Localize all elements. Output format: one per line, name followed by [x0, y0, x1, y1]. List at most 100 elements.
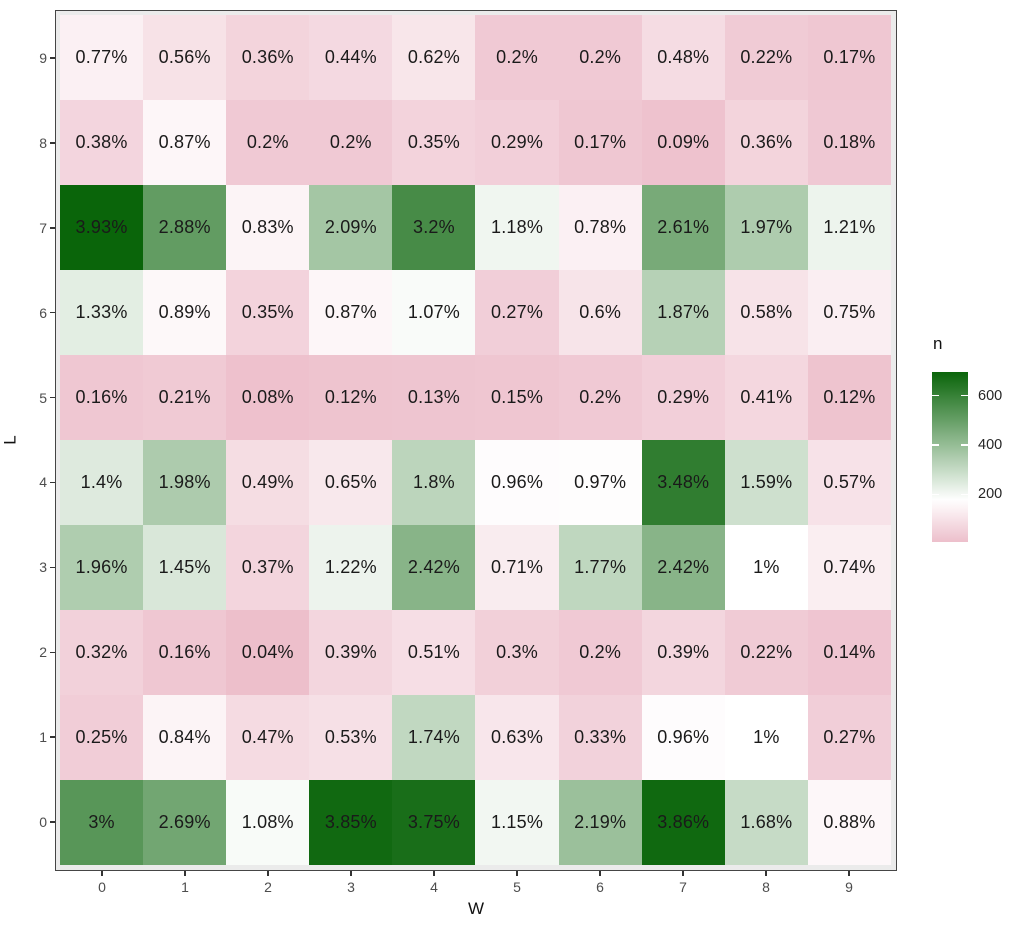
heatmap-cell: 0.88%	[807, 780, 891, 865]
heatmap-cell: 1.98%	[143, 440, 227, 525]
heatmap-cell: 1.21%	[807, 185, 891, 270]
y-tick-mark	[50, 311, 55, 314]
y-tick-label: 7	[39, 219, 47, 236]
y-tick-mark	[50, 57, 55, 59]
heatmap-cell: 0.29%	[475, 100, 559, 185]
heatmap-cell: 1.4%	[60, 440, 144, 525]
legend-tick-mark	[961, 444, 968, 446]
x-tick-label: 5	[513, 879, 521, 895]
heatmap-cell: 0.44%	[309, 15, 393, 100]
heatmap-cell: 0.29%	[641, 355, 725, 440]
heatmap-cell: 0.77%	[60, 15, 144, 100]
heatmap-cell: 1.8%	[392, 440, 476, 525]
heatmap-cell: 0.36%	[724, 100, 808, 185]
x-tick-label: 2	[264, 879, 272, 895]
heatmap-cell: 0.2%	[558, 610, 642, 695]
heatmap-cell: 1.59%	[724, 440, 808, 525]
heatmap-cell: 0.27%	[807, 695, 891, 780]
heatmap-cell: 0.17%	[807, 15, 891, 100]
x-tick-label: 9	[845, 879, 853, 895]
x-tick-mark	[184, 871, 186, 876]
heatmap-cell: 0.58%	[724, 270, 808, 355]
heatmap-cell: 2.42%	[392, 525, 476, 610]
heatmap-cell: 1.15%	[475, 780, 559, 865]
x-tick-label: 1	[181, 879, 189, 895]
y-tick-mark	[50, 481, 55, 484]
heatmap-cell: 3.93%	[60, 185, 144, 270]
heatmap-cell: 0.32%	[60, 610, 144, 695]
x-tick-label: 4	[430, 879, 438, 895]
y-tick-label: 8	[39, 134, 47, 151]
x-tick-mark	[433, 871, 435, 876]
y-tick-mark	[50, 821, 55, 823]
heatmap-cell: 0.3%	[475, 610, 559, 695]
legend-tick-mark	[932, 394, 939, 397]
heatmap-cell: 1.97%	[724, 185, 808, 270]
heatmap-cell: 0.08%	[226, 355, 310, 440]
heatmap-cell: 0.16%	[143, 610, 227, 695]
heatmap-cell: 0.57%	[807, 440, 891, 525]
x-tick-label: 8	[762, 879, 770, 895]
heatmap-cell: 0.2%	[558, 355, 642, 440]
heatmap-cell: 1.96%	[60, 525, 144, 610]
heatmap-cell: 3%	[60, 780, 144, 865]
heatmap-cell: 3.86%	[641, 780, 725, 865]
heatmap-cell: 2.42%	[641, 525, 725, 610]
heatmap-cell: 1.45%	[143, 525, 227, 610]
legend-tick-mark	[932, 444, 939, 446]
y-tick-label: 4	[39, 474, 47, 491]
heatmap-cell: 0.04%	[226, 610, 310, 695]
heatmap-cell: 0.18%	[807, 100, 891, 185]
heatmap-cell: 0.2%	[309, 100, 393, 185]
heatmap-cell: 0.75%	[807, 270, 891, 355]
heatmap-cell: 3.48%	[641, 440, 725, 525]
legend-tick-mark	[961, 493, 968, 496]
heatmap-cell: 0.62%	[392, 15, 476, 100]
heatmap-cell: 0.12%	[309, 355, 393, 440]
legend-tick-mark	[932, 493, 939, 496]
y-axis-title: L	[0, 435, 20, 445]
x-tick-mark	[848, 871, 850, 876]
y-tick-label: 6	[39, 304, 47, 321]
x-tick-mark	[101, 871, 103, 876]
heatmap-cell: 1.18%	[475, 185, 559, 270]
heatmap-cell: 0.53%	[309, 695, 393, 780]
heatmap-cell: 0.87%	[143, 100, 227, 185]
heatmap-cell: 0.41%	[724, 355, 808, 440]
heatmap-cell: 0.14%	[807, 610, 891, 695]
y-tick-label: 9	[39, 49, 47, 66]
heatmap-grid: 0.77% 0.56% 0.36% 0.44% 0.62% 0.2% 0.2% 0.48% 0.…	[60, 15, 891, 865]
heatmap-cell: 1.74%	[392, 695, 476, 780]
legend-colorbar	[932, 372, 968, 542]
heatmap-cell: 0.2%	[226, 100, 310, 185]
heatmap-cell: 3.75%	[392, 780, 476, 865]
heatmap-cell: 0.71%	[475, 525, 559, 610]
heatmap-cell: 0.21%	[143, 355, 227, 440]
x-tick-mark	[765, 871, 767, 876]
heatmap-cell: 1.07%	[392, 270, 476, 355]
heatmap-cell: 0.51%	[392, 610, 476, 695]
heatmap-cell: 0.96%	[641, 695, 725, 780]
heatmap-cell: 0.65%	[309, 440, 393, 525]
heatmap-cell: 3.2%	[392, 185, 476, 270]
heatmap-cell: 0.2%	[558, 15, 642, 100]
heatmap-cell: 1%	[724, 695, 808, 780]
heatmap-cell: 0.63%	[475, 695, 559, 780]
x-tick-label: 6	[596, 879, 604, 895]
y-tick-label: 0	[39, 814, 47, 831]
legend: n 600 400 200	[920, 330, 1024, 560]
heatmap-cell: 0.22%	[724, 610, 808, 695]
y-tick-label: 2	[39, 644, 47, 661]
y-tick-mark	[50, 736, 55, 738]
heatmap-cell: 1%	[724, 525, 808, 610]
heatmap-cell: 2.88%	[143, 185, 227, 270]
heatmap-cell: 1.33%	[60, 270, 144, 355]
x-tick-mark	[599, 871, 601, 876]
heatmap-cell: 0.33%	[558, 695, 642, 780]
heatmap-cell: 2.61%	[641, 185, 725, 270]
heatmap-cell: 0.89%	[143, 270, 227, 355]
y-tick-label: 5	[39, 389, 47, 406]
legend-tick-label: 400	[978, 437, 1003, 454]
heatmap-cell: 0.96%	[475, 440, 559, 525]
